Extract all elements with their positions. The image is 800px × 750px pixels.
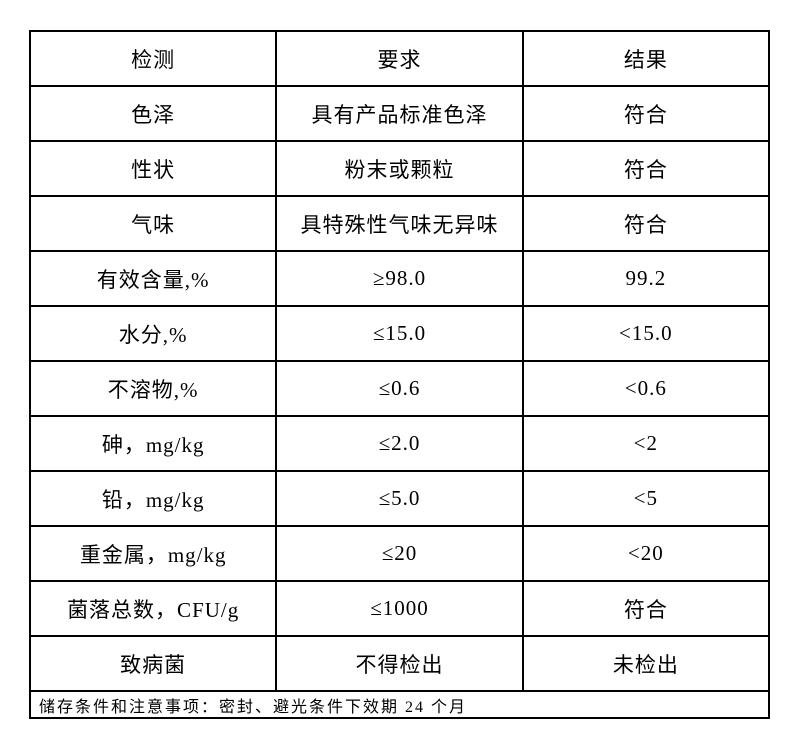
cell-result: 符合 bbox=[521, 580, 771, 637]
cell-item-name: 性状 bbox=[28, 140, 278, 197]
table-header-row: 检测 要求 结果 bbox=[28, 30, 771, 87]
cell-result: 未检出 bbox=[521, 635, 771, 692]
inspection-table: 检测 要求 结果 色泽 具有产品标准色泽 符合 性状 粉末或颗粒 符合 气味 具… bbox=[28, 30, 771, 719]
cell-requirement: 具有产品标准色泽 bbox=[275, 85, 524, 142]
cell-item-name: 菌落总数，CFU/g bbox=[28, 580, 278, 637]
table-row: 铅，mg/kg ≤5.0 <5 bbox=[28, 470, 771, 527]
table-row: 性状 粉末或颗粒 符合 bbox=[28, 140, 771, 197]
cell-item-name: 砷，mg/kg bbox=[28, 415, 278, 472]
cell-result: 符合 bbox=[521, 195, 771, 252]
cell-result: 符合 bbox=[521, 85, 771, 142]
cell-result: <5 bbox=[521, 470, 771, 527]
cell-requirement: 不得检出 bbox=[275, 635, 524, 692]
cell-result: <20 bbox=[521, 525, 771, 582]
cell-requirement: ≤1000 bbox=[275, 580, 524, 637]
cell-item-name: 水分,% bbox=[28, 305, 278, 362]
cell-item-name: 重金属，mg/kg bbox=[28, 525, 278, 582]
cell-item-name: 色泽 bbox=[28, 85, 278, 142]
header-cell-requirement: 要求 bbox=[275, 30, 524, 87]
cell-requirement: ≤2.0 bbox=[275, 415, 524, 472]
cell-item-name: 不溶物,% bbox=[28, 360, 278, 417]
cell-item-name: 致病菌 bbox=[28, 635, 278, 692]
cell-requirement: ≤20 bbox=[275, 525, 524, 582]
table-row: 重金属，mg/kg ≤20 <20 bbox=[28, 525, 771, 582]
table-row: 气味 具特殊性气味无异味 符合 bbox=[28, 195, 771, 252]
table-row: 有效含量,% ≥98.0 99.2 bbox=[28, 250, 771, 307]
cell-result: 99.2 bbox=[521, 250, 771, 307]
cell-result: <2 bbox=[521, 415, 771, 472]
cell-item-name: 铅，mg/kg bbox=[28, 470, 278, 527]
cell-requirement: 粉末或颗粒 bbox=[275, 140, 524, 197]
cell-requirement: ≤0.6 bbox=[275, 360, 524, 417]
table-footer-row: 储存条件和注意事项：密封、避光条件下效期 24 个月 bbox=[29, 690, 770, 719]
cell-item-name: 有效含量,% bbox=[28, 250, 278, 307]
cell-requirement: ≤5.0 bbox=[275, 470, 524, 527]
table-row: 不溶物,% ≤0.6 <0.6 bbox=[28, 360, 771, 417]
cell-requirement: ≤15.0 bbox=[275, 305, 524, 362]
cell-item-name: 气味 bbox=[28, 195, 278, 252]
table-row: 致病菌 不得检出 未检出 bbox=[28, 635, 771, 692]
cell-requirement: ≥98.0 bbox=[275, 250, 524, 307]
header-cell-test: 检测 bbox=[28, 30, 278, 87]
table-row: 色泽 具有产品标准色泽 符合 bbox=[28, 85, 771, 142]
table-row: 水分,% ≤15.0 <15.0 bbox=[28, 305, 771, 362]
storage-conditions-note: 储存条件和注意事项：密封、避光条件下效期 24 个月 bbox=[29, 690, 770, 719]
cell-result: <0.6 bbox=[521, 360, 771, 417]
header-cell-result: 结果 bbox=[521, 30, 771, 87]
cell-requirement: 具特殊性气味无异味 bbox=[275, 195, 524, 252]
table-row: 砷，mg/kg ≤2.0 <2 bbox=[28, 415, 771, 472]
cell-result: <15.0 bbox=[521, 305, 771, 362]
table-row: 菌落总数，CFU/g ≤1000 符合 bbox=[28, 580, 771, 637]
cell-result: 符合 bbox=[521, 140, 771, 197]
